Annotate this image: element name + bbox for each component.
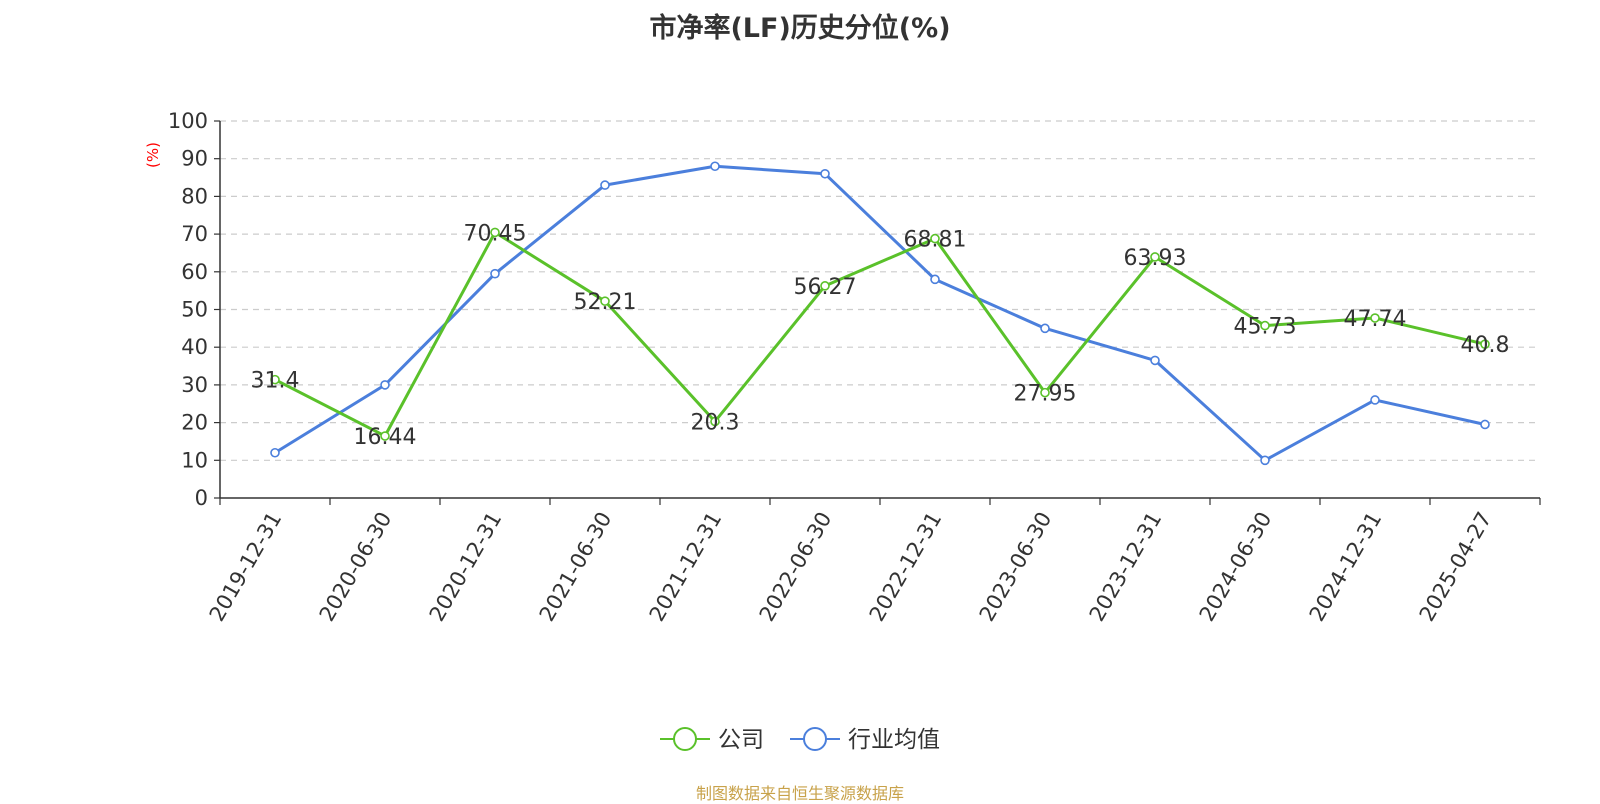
legend-marker bbox=[803, 727, 827, 751]
x-tick-label: 2022-12-31 bbox=[865, 508, 947, 626]
series-0-point bbox=[380, 431, 390, 441]
series-0-point bbox=[1370, 313, 1380, 323]
x-tick-label: 2020-06-30 bbox=[315, 508, 397, 626]
series-0-point bbox=[270, 374, 280, 385]
series-1-point bbox=[820, 168, 830, 179]
x-tick-label: 2019-12-31 bbox=[205, 508, 287, 626]
legend-label: 行业均值 bbox=[848, 727, 940, 753]
x-tick-label: 2023-06-30 bbox=[975, 508, 1057, 626]
series-1-point bbox=[1040, 323, 1050, 334]
x-axis: 2019-12-31 2020-06-30 2020-12-31 2021-06-30… bbox=[205, 497, 1541, 626]
legend-item-0[interactable]: 公司 bbox=[660, 727, 764, 753]
data-label: 31.4 bbox=[251, 369, 300, 394]
series-0-point bbox=[600, 296, 610, 306]
data-label: 56.27 bbox=[794, 275, 857, 300]
x-tick-label: 2023-12-31 bbox=[1085, 508, 1167, 626]
series-0-point bbox=[1260, 320, 1270, 331]
series-0-point bbox=[930, 233, 940, 244]
y-tick-label: 30 bbox=[181, 373, 208, 397]
series-0-point bbox=[710, 416, 720, 427]
series-0-point bbox=[820, 281, 830, 291]
x-tick-label: 2024-06-30 bbox=[1195, 508, 1277, 626]
y-tick-label: 60 bbox=[181, 260, 208, 284]
data-label: 40.8 bbox=[1461, 333, 1510, 358]
series-1-point bbox=[270, 447, 280, 458]
data-label: 70.45 bbox=[464, 221, 527, 246]
data-label: 45.73 bbox=[1234, 315, 1297, 340]
series-1-point bbox=[930, 274, 940, 285]
y-tick-label: 40 bbox=[181, 335, 208, 359]
series-1-point bbox=[1260, 455, 1270, 466]
legend-marker bbox=[673, 727, 697, 751]
legend-item-1[interactable]: 行业均值 bbox=[790, 727, 940, 753]
legend-label: 公司 bbox=[718, 727, 764, 753]
series-0-point bbox=[1480, 339, 1490, 349]
data-label: 27.95 bbox=[1014, 382, 1077, 407]
y-axis-label: (%) bbox=[144, 142, 162, 168]
data-label: 68.81 bbox=[904, 228, 967, 253]
series-line-1 bbox=[274, 164, 1486, 462]
series-0-point bbox=[1040, 387, 1050, 398]
series-1-point bbox=[710, 161, 720, 172]
data-label: 47.74 bbox=[1344, 307, 1407, 332]
series-1-point bbox=[490, 268, 500, 279]
y-tick-label: 80 bbox=[181, 184, 208, 208]
y-axis: 0 10 20 30 40 50 60 70 80 90 100 bbox=[168, 109, 221, 510]
x-tick-label: 2021-06-30 bbox=[535, 508, 617, 626]
series-1-point bbox=[380, 380, 390, 390]
y-tick-label: 10 bbox=[181, 448, 208, 472]
y-tick-label: 50 bbox=[181, 298, 208, 322]
series-group bbox=[270, 161, 1490, 466]
series-1-point bbox=[600, 180, 610, 190]
x-tick-label: 2025-04-27 bbox=[1415, 508, 1497, 626]
series-1-point bbox=[1480, 419, 1490, 430]
grid-lines bbox=[220, 120, 1540, 461]
series-line-0 bbox=[274, 230, 1486, 438]
y-tick-label: 0 bbox=[195, 486, 208, 510]
legend[interactable]: 公司 行业均值 bbox=[660, 727, 940, 753]
y-tick-label: 90 bbox=[181, 147, 208, 171]
data-label: 16.44 bbox=[354, 425, 417, 450]
y-tick-label: 70 bbox=[181, 222, 208, 246]
data-labels: 31.4 16.44 70.45 52.21 20.3 56.27 68.81 27.95 63… bbox=[251, 221, 1510, 450]
series-0-point bbox=[1150, 252, 1160, 262]
data-label: 63.93 bbox=[1124, 246, 1187, 271]
series-0-point bbox=[490, 227, 500, 238]
x-tick-label: 2020-12-31 bbox=[425, 508, 507, 626]
series-1-point bbox=[1370, 395, 1380, 405]
footer-source: 制图数据来自恒生聚源数据库 bbox=[695, 784, 904, 803]
y-tick-label: 20 bbox=[181, 411, 208, 435]
y-tick-label: 100 bbox=[168, 109, 208, 133]
data-label: 20.3 bbox=[691, 410, 740, 435]
x-tick-label: 2021-12-31 bbox=[645, 508, 727, 626]
x-tick-label: 2022-06-30 bbox=[755, 508, 837, 626]
data-label: 52.21 bbox=[574, 290, 637, 315]
series-1-point bbox=[1150, 355, 1160, 366]
chart-title: 市净率(LF)历史分位(%) bbox=[649, 13, 951, 44]
x-tick-label: 2024-12-31 bbox=[1305, 508, 1387, 626]
